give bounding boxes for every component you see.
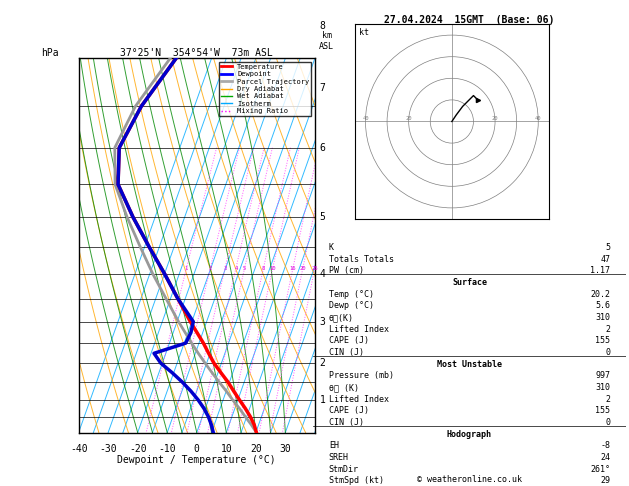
Text: 5.6: 5.6 <box>595 301 610 311</box>
Text: 30: 30 <box>279 444 291 454</box>
Text: 3: 3 <box>320 317 325 327</box>
Text: 1.17: 1.17 <box>590 266 610 276</box>
Text: 997: 997 <box>595 371 610 381</box>
Text: 6: 6 <box>320 143 325 153</box>
Text: 2: 2 <box>209 266 212 271</box>
Text: 20: 20 <box>299 266 306 271</box>
Text: 1: 1 <box>320 395 325 405</box>
Text: 40: 40 <box>535 117 542 122</box>
Text: 5: 5 <box>320 212 325 222</box>
Text: 2: 2 <box>605 395 610 404</box>
Text: K: K <box>329 243 334 252</box>
Text: 29: 29 <box>600 476 610 486</box>
Text: 8: 8 <box>262 266 265 271</box>
Text: 155: 155 <box>595 406 610 416</box>
Text: 0: 0 <box>605 418 610 427</box>
Text: 10: 10 <box>269 266 276 271</box>
Text: 20.2: 20.2 <box>590 290 610 299</box>
Text: 0: 0 <box>194 444 199 454</box>
Legend: Temperature, Dewpoint, Parcel Trajectory, Dry Adiabat, Wet Adiabat, Isotherm, Mi: Temperature, Dewpoint, Parcel Trajectory… <box>219 62 311 116</box>
Text: Surface: Surface <box>452 278 487 287</box>
Text: 2: 2 <box>320 358 325 368</box>
Text: 261°: 261° <box>590 465 610 474</box>
Text: 4: 4 <box>320 269 325 279</box>
Text: km
ASL: km ASL <box>319 32 334 51</box>
Text: CAPE (J): CAPE (J) <box>329 406 369 416</box>
Text: Temp (°C): Temp (°C) <box>329 290 374 299</box>
Text: kt: kt <box>359 28 369 37</box>
Title: 37°25'N  354°54'W  73m ASL: 37°25'N 354°54'W 73m ASL <box>120 48 273 57</box>
Text: 5: 5 <box>605 243 610 252</box>
Text: Lifted Index: Lifted Index <box>329 325 389 334</box>
Text: θᴄ(K): θᴄ(K) <box>329 313 353 322</box>
Text: 5: 5 <box>243 266 246 271</box>
Text: CIN (J): CIN (J) <box>329 418 364 427</box>
Text: 10: 10 <box>220 444 232 454</box>
Text: 27.04.2024  15GMT  (Base: 06): 27.04.2024 15GMT (Base: 06) <box>384 15 555 25</box>
Text: 40: 40 <box>362 117 369 122</box>
Text: Lifted Index: Lifted Index <box>329 395 389 404</box>
Text: Dewpoint / Temperature (°C): Dewpoint / Temperature (°C) <box>118 455 276 465</box>
Text: θᴄ (K): θᴄ (K) <box>329 383 359 392</box>
Text: hPa: hPa <box>42 48 59 58</box>
Text: 8: 8 <box>320 20 325 31</box>
Text: -30: -30 <box>99 444 117 454</box>
Text: -20: -20 <box>129 444 147 454</box>
Text: CIN (J): CIN (J) <box>329 348 364 357</box>
Text: CAPE (J): CAPE (J) <box>329 336 369 346</box>
Text: 20: 20 <box>492 117 498 122</box>
Text: 16: 16 <box>289 266 296 271</box>
Text: PW (cm): PW (cm) <box>329 266 364 276</box>
Text: 310: 310 <box>595 383 610 392</box>
Text: 24: 24 <box>600 453 610 462</box>
Text: -40: -40 <box>70 444 87 454</box>
Text: Dewp (°C): Dewp (°C) <box>329 301 374 311</box>
Text: EH: EH <box>329 441 339 451</box>
Text: 1: 1 <box>185 266 188 271</box>
Text: -10: -10 <box>159 444 176 454</box>
Text: SREH: SREH <box>329 453 348 462</box>
Text: Totals Totals: Totals Totals <box>329 255 394 264</box>
Text: 20: 20 <box>406 117 412 122</box>
Text: Most Unstable: Most Unstable <box>437 360 502 369</box>
Text: 26: 26 <box>311 266 318 271</box>
Text: 20: 20 <box>250 444 262 454</box>
Text: -8: -8 <box>600 441 610 451</box>
Text: 0: 0 <box>605 348 610 357</box>
Text: 3: 3 <box>223 266 226 271</box>
Text: StmDir: StmDir <box>329 465 359 474</box>
Text: © weatheronline.co.uk: © weatheronline.co.uk <box>417 474 522 484</box>
Text: 155: 155 <box>595 336 610 346</box>
Text: 310: 310 <box>595 313 610 322</box>
Text: Pressure (mb): Pressure (mb) <box>329 371 394 381</box>
Text: StmSpd (kt): StmSpd (kt) <box>329 476 384 486</box>
Text: 47: 47 <box>600 255 610 264</box>
Text: Hodograph: Hodograph <box>447 430 492 439</box>
Text: 7: 7 <box>320 83 325 93</box>
Text: 2: 2 <box>605 325 610 334</box>
Text: 4: 4 <box>234 266 238 271</box>
